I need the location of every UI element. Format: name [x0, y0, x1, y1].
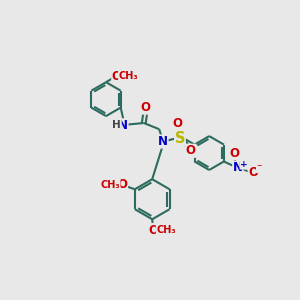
- Text: CH₃: CH₃: [118, 71, 138, 81]
- Text: N: N: [158, 135, 168, 148]
- Text: O: O: [149, 224, 159, 236]
- Text: O: O: [112, 70, 122, 83]
- Text: H: H: [112, 120, 121, 130]
- Text: O: O: [140, 101, 150, 114]
- Text: +: +: [240, 160, 248, 169]
- Text: CH₃: CH₃: [100, 180, 120, 190]
- Text: N: N: [233, 161, 243, 174]
- Text: O: O: [172, 117, 182, 130]
- Text: O: O: [230, 146, 240, 160]
- Text: O: O: [118, 178, 128, 191]
- Text: N: N: [118, 119, 128, 132]
- Text: CH₃: CH₃: [156, 225, 176, 235]
- Text: ⁻: ⁻: [256, 163, 262, 173]
- Text: O: O: [186, 144, 196, 157]
- Text: O: O: [248, 166, 258, 179]
- Text: S: S: [175, 131, 185, 146]
